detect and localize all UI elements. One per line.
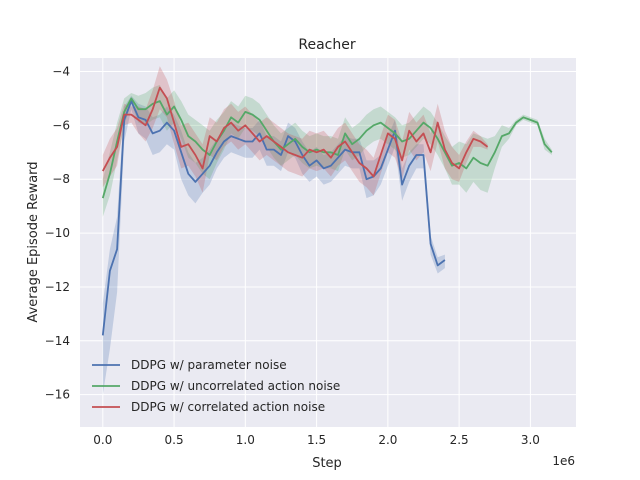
series-band-0 — [102, 95, 445, 395]
x-tick-labels: 0.0 0.5 1.0 1.5 2.0 2.5 3.0 — [93, 433, 540, 447]
grid-lines — [80, 58, 576, 427]
y-tick-label: −10 — [45, 226, 70, 240]
x-axis-title: Step — [312, 456, 342, 471]
y-axis-title: Average Episode Reward — [26, 161, 41, 322]
series-line-0 — [101, 100, 446, 336]
x-tick-label: 3.0 — [521, 433, 540, 447]
x-tick-label: 0.5 — [165, 433, 184, 447]
x-tick-label: 1.5 — [307, 433, 326, 447]
y-tick-label: −6 — [52, 118, 70, 132]
legend-label: DDPG w/ parameter noise — [131, 358, 287, 372]
y-tick-labels: −16 −14 −12 −10 −8 −6 −4 — [45, 64, 70, 401]
y-tick-label: −8 — [52, 172, 70, 186]
y-tick-label: −4 — [52, 64, 70, 78]
legend-label: DDPG w/ uncorrelated action noise — [131, 379, 340, 393]
plot-area — [80, 58, 576, 427]
y-tick-label: −14 — [45, 334, 70, 348]
x-tick-label: 2.0 — [378, 433, 397, 447]
chart-title: Reacher — [298, 37, 355, 53]
y-tick-label: −12 — [45, 280, 70, 294]
legend: DDPG w/ parameter noise DDPG w/ uncorrela… — [92, 358, 340, 414]
series-band-1 — [102, 84, 552, 217]
series-lines — [101, 86, 553, 336]
y-tick-label: −16 — [45, 388, 70, 402]
x-tick-label: 1.0 — [236, 433, 255, 447]
x-axis-offset-label: 1e6 — [552, 454, 575, 468]
x-tick-label: 0.0 — [93, 433, 112, 447]
series-line-2 — [102, 86, 489, 178]
x-tick-label: 2.5 — [450, 433, 469, 447]
legend-label: DDPG w/ correlated action noise — [131, 400, 325, 414]
